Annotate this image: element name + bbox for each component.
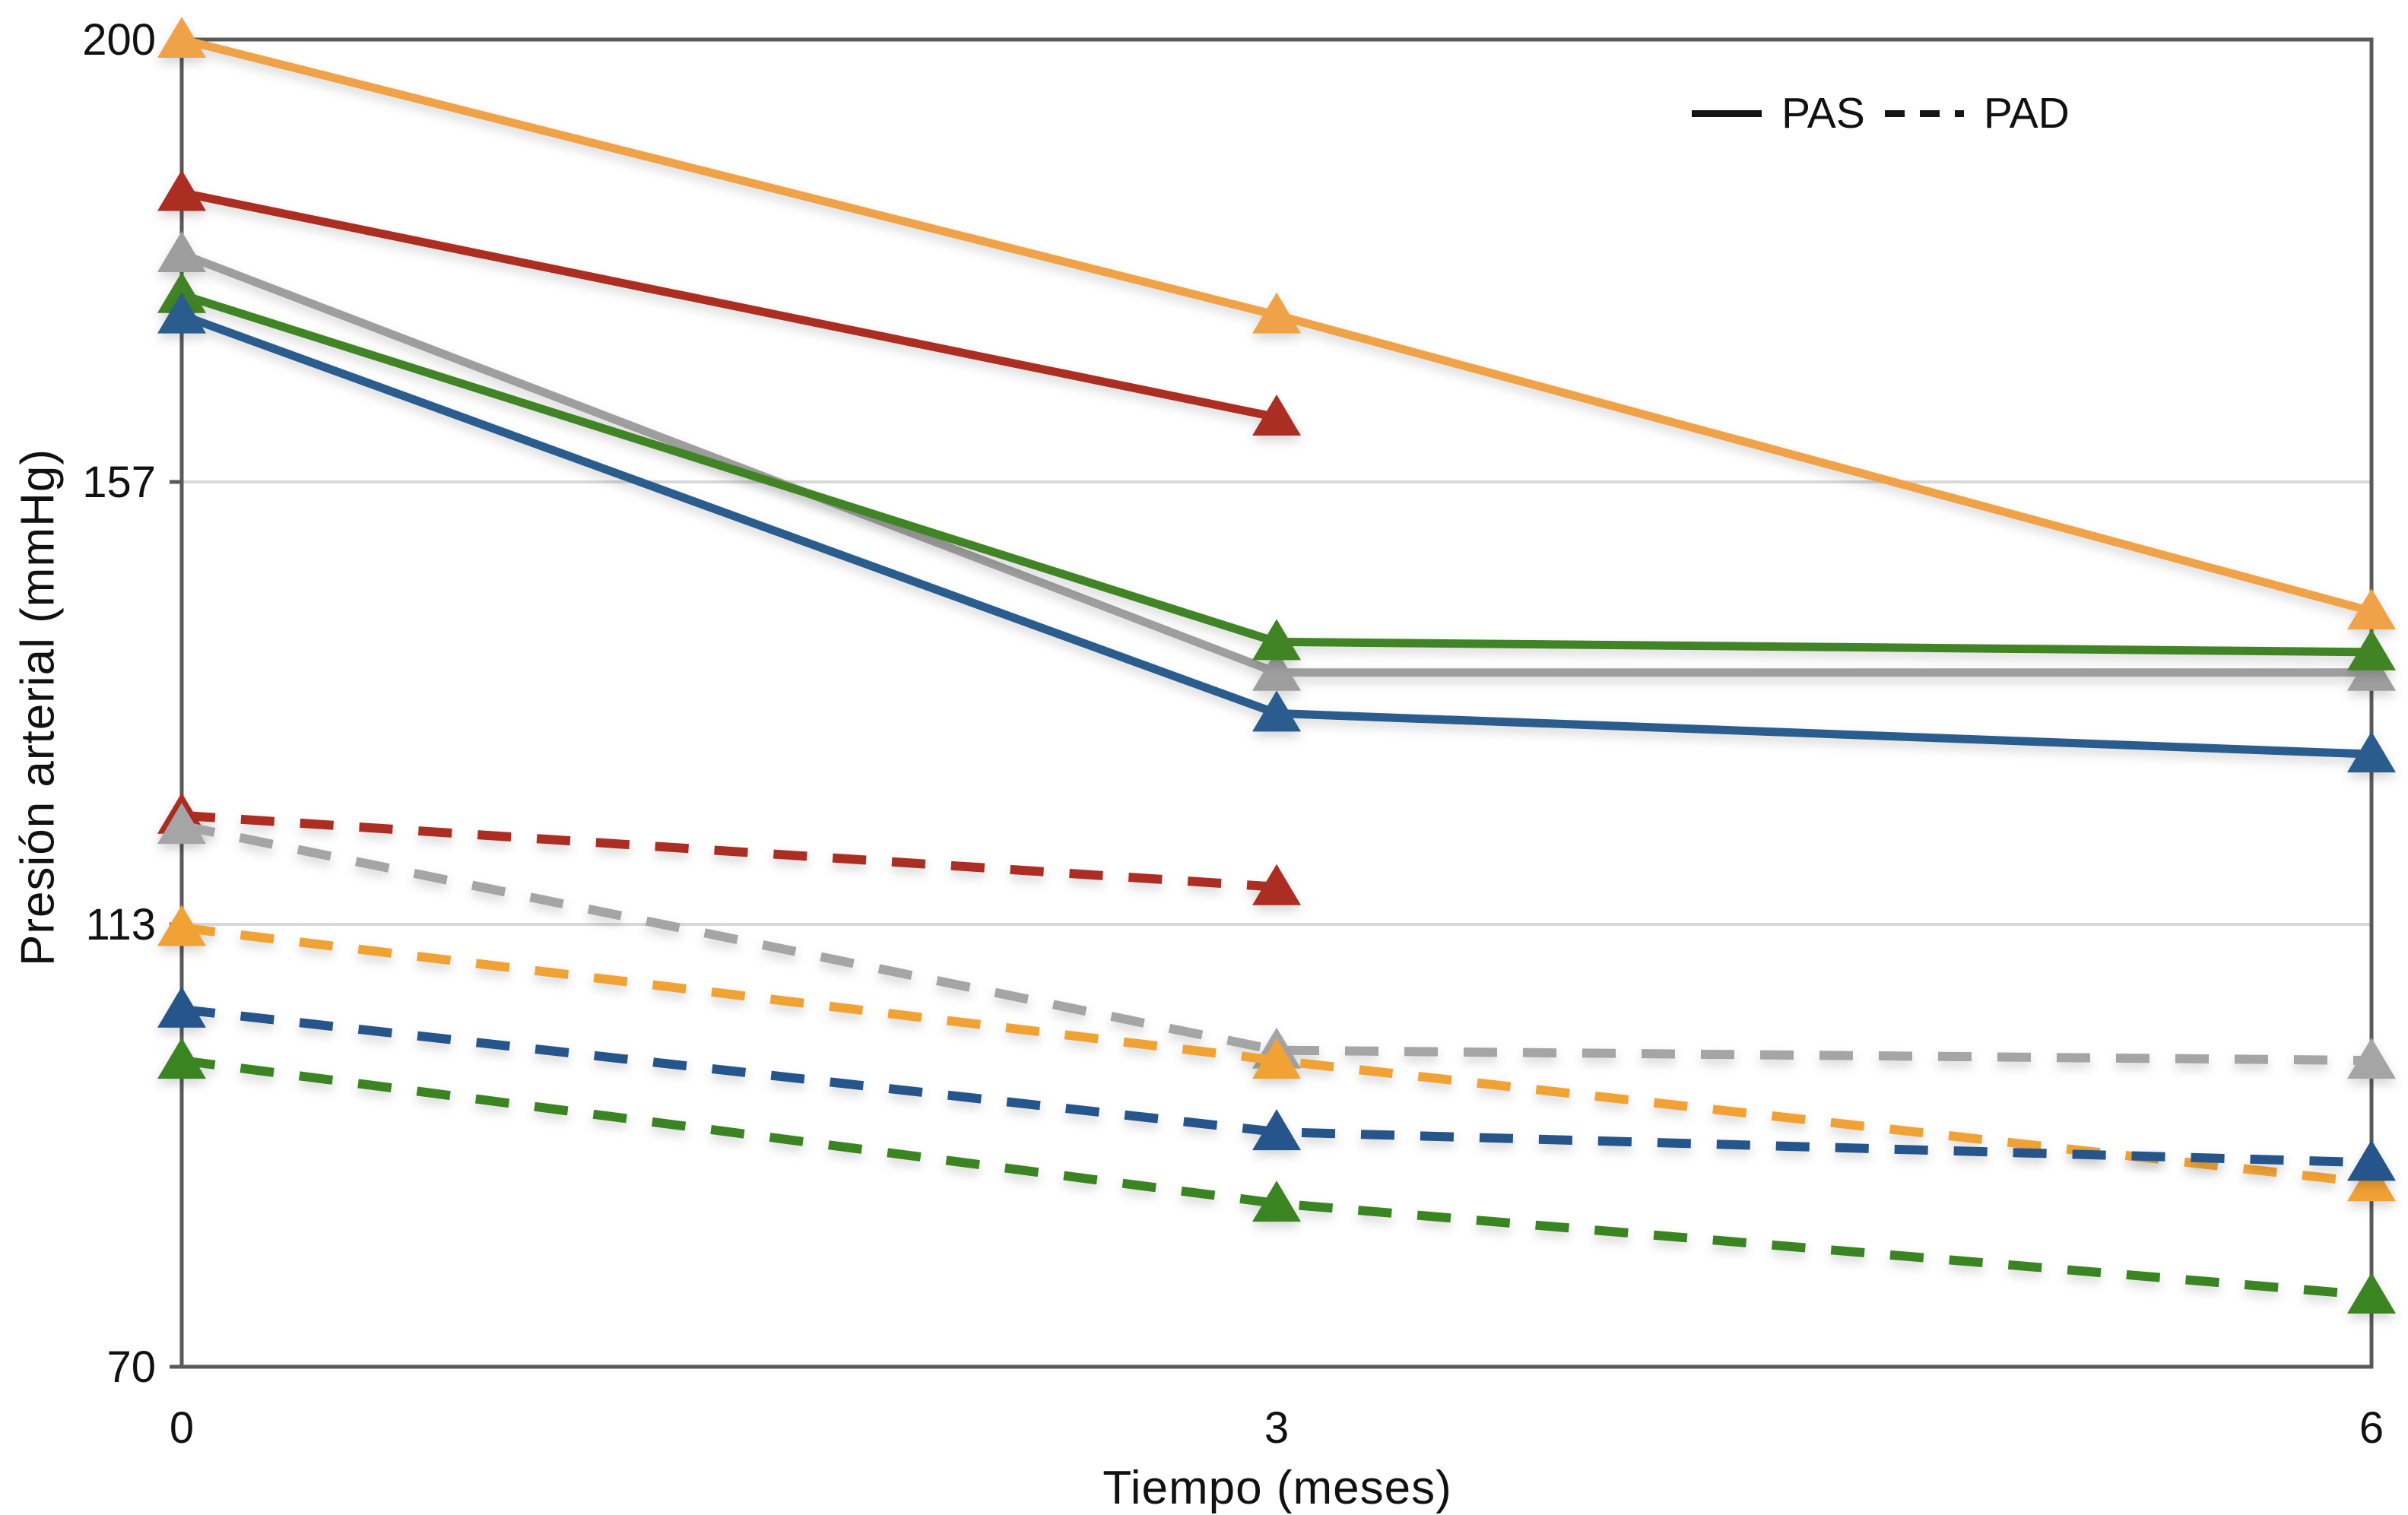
x-tick-label: 6 [2359,1403,2384,1453]
series-PAD-rojo [157,792,1301,905]
legend-pad-label: PAD [1983,89,2070,138]
y-tick-label: 157 [82,458,156,507]
series-PAS-naranja [157,17,2396,630]
y-tick-label: 70 [106,1342,156,1392]
legend-solid-line-icon [1692,109,1762,117]
legend: PAS PAD [1692,88,2070,138]
plot-frame [179,37,2374,1369]
triangle-marker [157,170,206,211]
series-PAS-verde-line [180,290,2372,657]
series-PAD-gris-line [180,821,2372,1066]
triangle-marker [157,17,206,58]
x-tick-label: 3 [1264,1403,1289,1453]
series-PAD-verde [157,1038,2396,1314]
series-PAD-gris [157,803,2396,1079]
y-axis-title: Presión arterial (mmHg) [11,448,65,967]
triangle-marker [157,292,206,334]
triangle-marker [2347,1272,2396,1314]
triangle-marker [2347,629,2396,670]
series-PAD-rojo-line [181,810,1277,892]
series-PAD-azul [157,986,2396,1181]
y-tick-label: 113 [86,900,156,949]
series-PAD-naranja-line [181,923,2372,1188]
triangle-marker [1252,864,1301,905]
series-PAS-azul [157,292,2396,773]
triangle-marker [157,803,206,845]
triangle-marker [1252,619,1301,661]
triangle-marker [1252,394,1301,436]
triangle-marker [157,905,206,946]
triangle-marker [2347,1139,2396,1181]
series-PAS-rojo-line [180,189,1278,422]
triangle-marker [1252,292,1301,334]
triangle-marker [1252,1109,1301,1151]
triangle-marker [157,986,206,1028]
triangle-marker [1252,1038,1301,1079]
triangle-marker [1252,1181,1301,1222]
triangle-marker [1252,649,1301,691]
triangle-marker [157,231,206,273]
triangle-marker [2347,731,2396,773]
series-PAD-verde-line [181,1056,2372,1300]
series-PAD-naranja [157,905,2396,1202]
legend-dashed-line-icon [1884,109,1964,117]
triangle-marker [157,1038,206,1079]
series-PAS-rojo [157,170,1301,436]
series-PAD-azul-line [181,1004,2372,1168]
x-axis-title: Tiempo (meses) [1102,1462,1452,1514]
triangle-marker [1252,690,1301,732]
y-tick-label: 200 [82,15,156,65]
triangle-marker [2347,588,2396,630]
x-tick-label: 0 [170,1403,194,1453]
triangle-marker [2347,1038,2396,1079]
legend-pas-label: PAS [1781,89,1865,138]
